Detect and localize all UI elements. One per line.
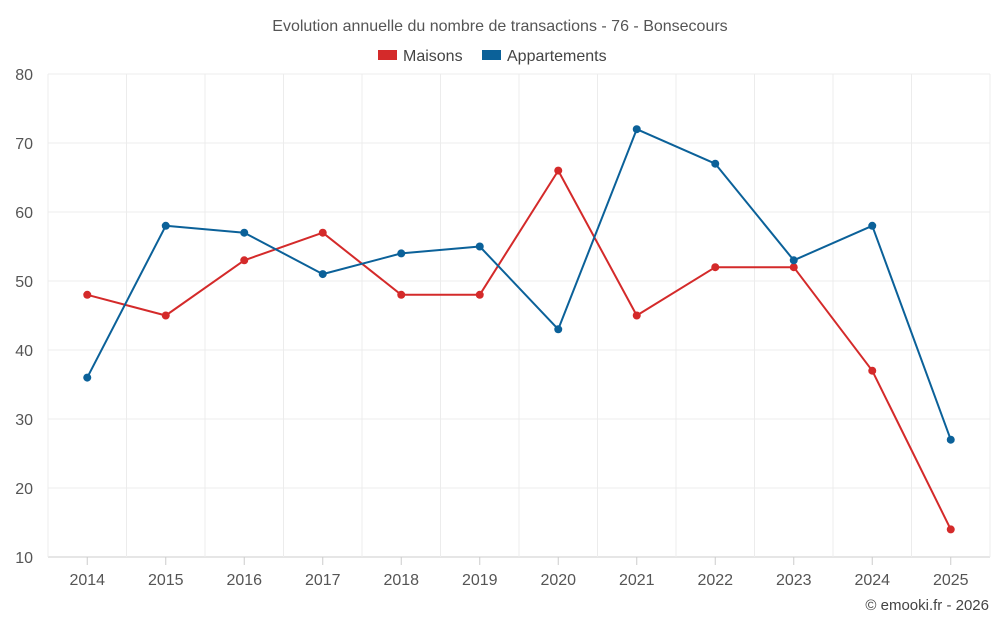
data-point-appartements[interactable] — [83, 373, 92, 382]
data-point-appartements[interactable] — [711, 159, 720, 168]
data-point-maisons[interactable] — [161, 311, 170, 320]
data-point-maisons[interactable] — [711, 263, 720, 272]
series-layer — [83, 125, 955, 534]
y-tick-label: 70 — [15, 136, 33, 153]
x-tick-label: 2025 — [933, 572, 969, 589]
y-tick-label: 80 — [15, 67, 33, 84]
data-point-maisons[interactable] — [789, 263, 798, 272]
data-point-appartements[interactable] — [318, 270, 327, 279]
data-point-appartements[interactable] — [632, 125, 641, 134]
data-point-appartements[interactable] — [868, 221, 877, 230]
data-point-appartements[interactable] — [161, 221, 170, 230]
data-point-maisons[interactable] — [868, 366, 877, 375]
y-tick-label: 20 — [15, 481, 33, 498]
x-tick-label: 2017 — [305, 572, 341, 589]
legend-label-maisons[interactable]: Maisons — [403, 48, 463, 65]
data-point-maisons[interactable] — [83, 290, 92, 299]
data-point-appartements[interactable] — [240, 228, 249, 237]
data-point-maisons[interactable] — [318, 228, 327, 237]
data-point-appartements[interactable] — [946, 435, 955, 444]
legend-swatch-maisons — [378, 50, 397, 60]
y-tick-label: 10 — [15, 550, 33, 567]
x-tick-label: 2023 — [776, 572, 812, 589]
y-tick-label: 50 — [15, 274, 33, 291]
legend-label-appartements[interactable]: Appartements — [507, 48, 607, 65]
legend: Maisons Appartements — [378, 48, 607, 65]
x-tick-label: 2020 — [540, 572, 576, 589]
grid — [47, 73, 991, 558]
data-point-appartements[interactable] — [554, 325, 563, 334]
data-point-appartements[interactable] — [475, 242, 484, 251]
x-tick-label: 2024 — [854, 572, 890, 589]
series-line-appartements — [86, 128, 952, 441]
x-tick-label: 2015 — [148, 572, 184, 589]
y-tick-label: 60 — [15, 205, 33, 222]
data-point-maisons[interactable] — [240, 256, 249, 265]
data-point-maisons[interactable] — [946, 525, 955, 534]
x-tick-label: 2019 — [462, 572, 498, 589]
y-tick-label: 30 — [15, 412, 33, 429]
chart-title: Evolution annuelle du nombre de transact… — [272, 18, 727, 35]
x-tick-label: 2018 — [383, 572, 419, 589]
x-axis-ticks: 2014 2015 2016 2017 2018 2019 2020 2021 2022 2023… — [69, 557, 969, 589]
data-point-maisons[interactable] — [632, 311, 641, 320]
x-tick-label: 2022 — [697, 572, 733, 589]
y-axis-ticks: 10 20 30 40 50 60 70 80 — [15, 67, 33, 567]
data-point-appartements[interactable] — [397, 249, 406, 258]
x-tick-label: 2021 — [619, 572, 655, 589]
legend-swatch-appartements — [482, 50, 501, 60]
data-point-maisons[interactable] — [397, 290, 406, 299]
x-tick-label: 2014 — [69, 572, 105, 589]
y-tick-label: 40 — [15, 343, 33, 360]
data-point-maisons[interactable] — [475, 290, 484, 299]
credit-text: © emooki.fr - 2026 — [865, 597, 989, 614]
series-line-maisons — [86, 169, 952, 530]
x-tick-label: 2016 — [226, 572, 262, 589]
data-point-maisons[interactable] — [554, 166, 563, 175]
data-point-appartements[interactable] — [789, 256, 798, 265]
